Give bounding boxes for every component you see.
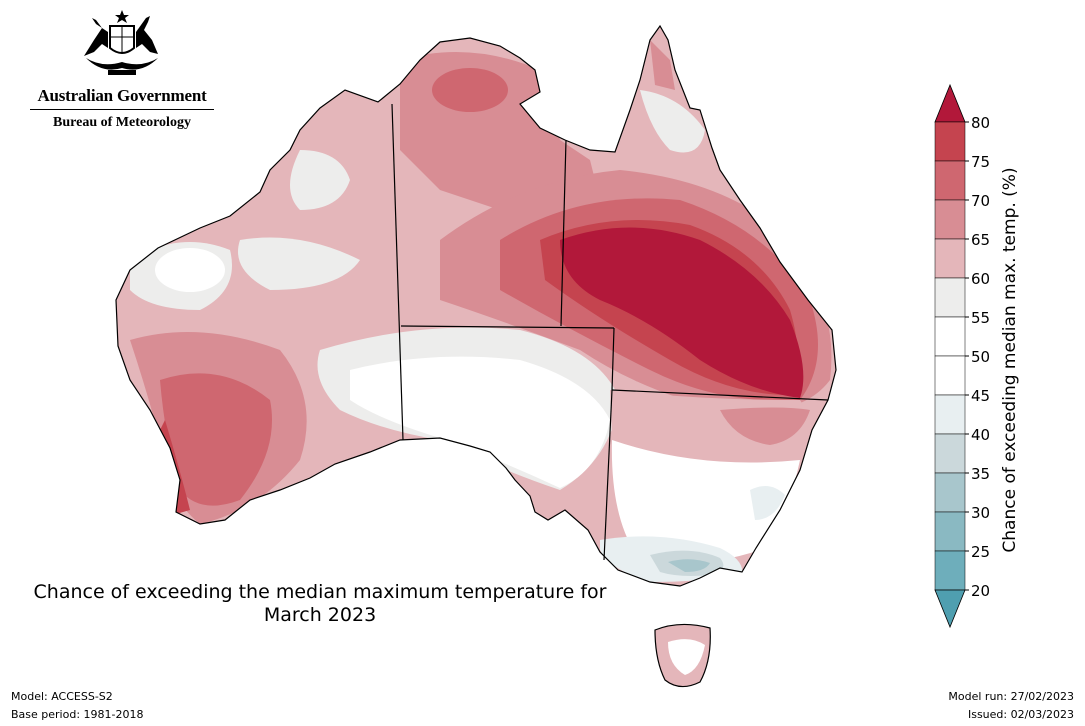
colorbar-band-35_40 bbox=[934, 433, 966, 474]
colorbar: 80 75 70 65 60 55 50 45 40 35 30 25 20 bbox=[934, 83, 990, 629]
colorbar-band-20_25 bbox=[934, 550, 966, 591]
colorbar-band-55_60 bbox=[934, 277, 966, 318]
band-70-75 bbox=[432, 68, 508, 112]
colorbar-tick-label: 20 bbox=[971, 582, 990, 600]
band-65-70 bbox=[650, 40, 675, 90]
tasmania-band-50-55 bbox=[668, 639, 705, 675]
footer-right: Model run: 27/02/2023 Issued: 02/03/2023 bbox=[948, 688, 1074, 724]
issued-date: Issued: 02/03/2023 bbox=[967, 708, 1074, 721]
colorbar-band-30_35 bbox=[934, 472, 966, 513]
colorbar-band-25_30 bbox=[934, 511, 966, 552]
band-gt80 bbox=[560, 227, 804, 398]
colorbar-tick-label: 30 bbox=[971, 504, 990, 522]
colorbar-tick-label: 70 bbox=[971, 192, 990, 210]
footer-left: Model: ACCESS-S2 Base period: 1981-2018 bbox=[11, 688, 143, 724]
band-70-75 bbox=[160, 373, 272, 506]
logo-divider bbox=[30, 109, 214, 110]
colorbar-extend-low bbox=[934, 589, 966, 629]
band-50-55 bbox=[350, 356, 610, 488]
colorbar-tick-label: 65 bbox=[971, 231, 990, 249]
map-title: Chance of exceeding the median maximum t… bbox=[0, 581, 640, 627]
model-name: Model: ACCESS-S2 bbox=[11, 690, 113, 703]
map-shading bbox=[116, 26, 836, 586]
band-30-35 bbox=[668, 559, 710, 572]
base-period: Base period: 1981-2018 bbox=[11, 708, 144, 721]
colorbar-band-70_75 bbox=[934, 160, 966, 201]
agency-name: Bureau of Meteorology bbox=[53, 115, 191, 130]
colorbar-band-60_65 bbox=[934, 238, 966, 279]
colorbar-tick-label: 50 bbox=[971, 348, 990, 366]
colorbar-tick-label: 55 bbox=[971, 309, 990, 327]
colorbar-label: Chance of exceeding median max. temp. (%… bbox=[1000, 167, 1020, 553]
state-borders bbox=[391, 103, 829, 561]
band-55-60 bbox=[290, 150, 350, 210]
colorbar-bands bbox=[934, 83, 966, 629]
colorbar-tick-label: 80 bbox=[971, 114, 990, 132]
colorbar-band-65_70 bbox=[934, 199, 966, 240]
map-title-line2: March 2023 bbox=[263, 604, 377, 626]
map-title-line1: Chance of exceeding the median maximum t… bbox=[33, 581, 607, 603]
band-45-50 bbox=[611, 440, 800, 564]
band-40-45 bbox=[750, 486, 785, 520]
government-name: Australian Government bbox=[37, 86, 207, 105]
colorbar-tick-label: 60 bbox=[971, 270, 990, 288]
colorbar-band-45_50 bbox=[934, 355, 966, 396]
bom-logo: Australian Government Bureau of Meteorol… bbox=[22, 10, 222, 131]
model-run: Model run: 27/02/2023 bbox=[948, 690, 1074, 703]
colorbar-ticks: 80 75 70 65 60 55 50 45 40 35 30 25 20 bbox=[965, 114, 990, 600]
colorbar-tick-label: 25 bbox=[971, 543, 990, 561]
colorbar-tick-label: 45 bbox=[971, 387, 990, 405]
colorbar-band-50_55 bbox=[934, 316, 966, 357]
colorbar-tick-label: 40 bbox=[971, 426, 990, 444]
band-65-70 bbox=[720, 407, 810, 445]
band-50-55 bbox=[155, 248, 225, 292]
band-55-60 bbox=[238, 237, 360, 290]
band-55-60 bbox=[640, 90, 705, 153]
colorbar-tick-label: 35 bbox=[971, 465, 990, 483]
colorbar-tick-label: 75 bbox=[971, 153, 990, 171]
colorbar-extend-high bbox=[934, 83, 966, 123]
coat-of-arms-icon bbox=[84, 10, 158, 75]
colorbar-band-75_80 bbox=[934, 121, 966, 162]
colorbar-band-40_45 bbox=[934, 394, 966, 435]
